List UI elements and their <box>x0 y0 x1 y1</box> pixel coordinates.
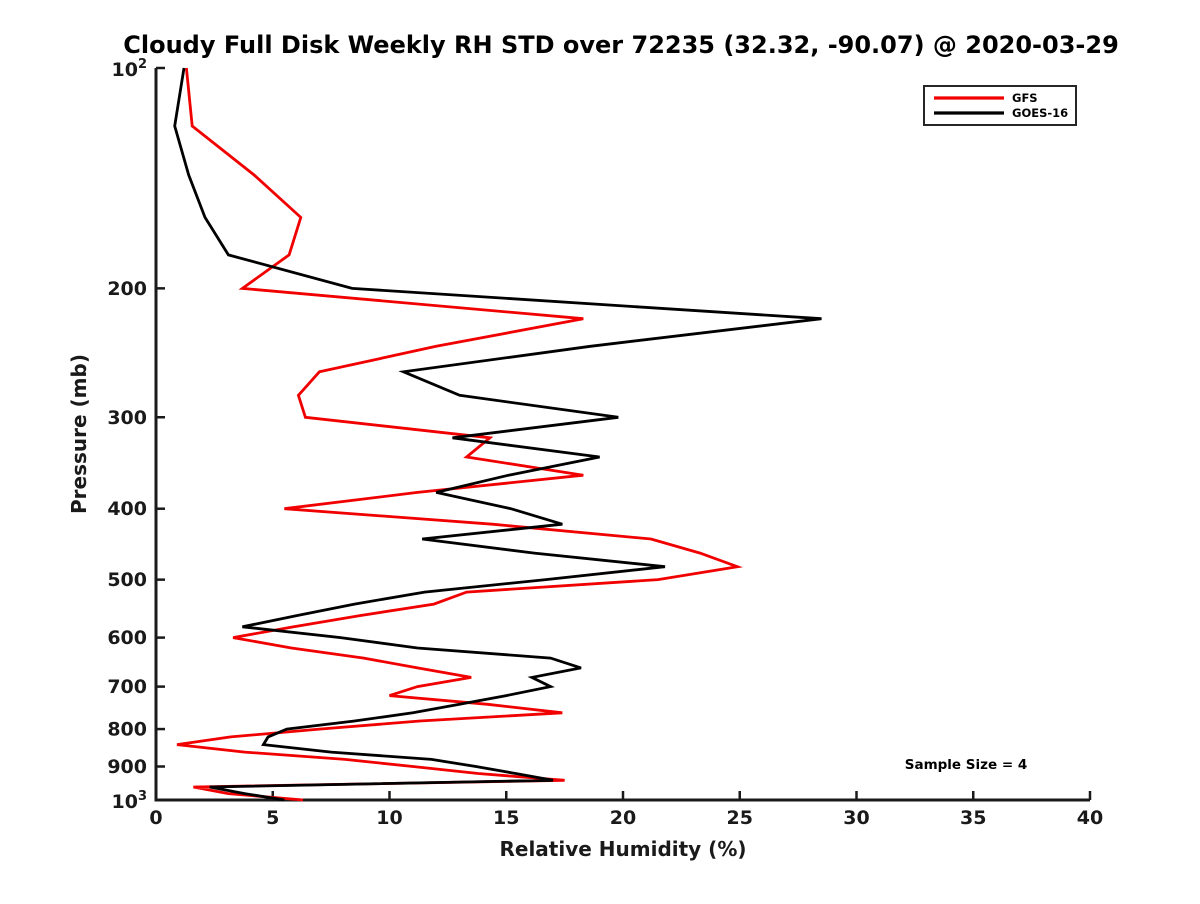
y-tick-label: 300 <box>107 407 147 429</box>
x-tick-label: 30 <box>843 807 869 829</box>
series-line-goes-16 <box>173 67 822 802</box>
y-tick-label: 800 <box>107 719 147 741</box>
y-tick-label: 900 <box>107 756 147 778</box>
legend: GFS GOES-16 <box>923 85 1077 126</box>
legend-label-goes16: GOES-16 <box>1012 106 1068 120</box>
y-tick-label: 200 <box>107 278 147 300</box>
x-tick-label: 10 <box>376 807 402 829</box>
y-tick-label: 400 <box>107 498 147 520</box>
y-tick-label: 102 <box>112 57 148 81</box>
series-line-gfs <box>176 67 743 802</box>
y-tick-label: 103 <box>112 789 148 813</box>
series-layer <box>173 67 822 802</box>
y-axis-label: Pressure (mb) <box>67 354 91 514</box>
x-tick-label: 40 <box>1077 807 1103 829</box>
x-tick-label: 5 <box>266 807 279 829</box>
chart-title: Cloudy Full Disk Weekly RH STD over 7223… <box>123 31 1119 59</box>
sample-size-annotation: Sample Size = 4 <box>905 757 1028 773</box>
x-tick-label: 35 <box>960 807 986 829</box>
legend-label-gfs: GFS <box>1012 91 1038 105</box>
y-tick-label: 500 <box>107 569 147 591</box>
x-tick-label: 20 <box>610 807 636 829</box>
x-tick-label: 15 <box>493 807 519 829</box>
y-tick-label: 600 <box>107 627 147 649</box>
y-tick-label: 700 <box>107 676 147 698</box>
legend-box <box>923 85 1077 126</box>
x-tick-label: 25 <box>727 807 753 829</box>
x-axis-label: Relative Humidity (%) <box>499 837 746 861</box>
axes-layer: 0 5 10 15 20 25 30 35 40 102 200 300 400 500 600 700 800… <box>107 57 1103 829</box>
x-tick-label: 0 <box>149 807 162 829</box>
